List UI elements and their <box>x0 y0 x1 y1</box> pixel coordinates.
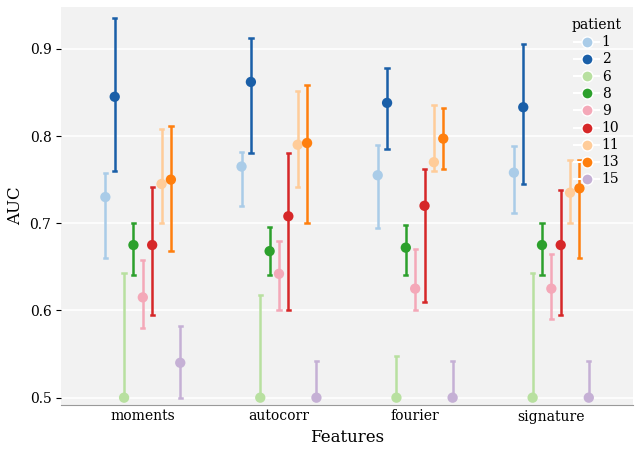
Point <box>410 285 420 292</box>
Y-axis label: AUC: AUC <box>7 187 24 225</box>
Point <box>401 244 411 251</box>
Point <box>372 172 383 179</box>
Point <box>527 394 538 401</box>
Point <box>109 93 120 101</box>
Point <box>574 185 584 192</box>
Point <box>147 241 157 249</box>
Point <box>255 394 266 401</box>
Point <box>419 202 429 209</box>
Point <box>264 247 275 255</box>
Point <box>156 180 166 188</box>
Point <box>391 394 401 401</box>
Point <box>382 99 392 106</box>
Point <box>584 394 594 401</box>
Point <box>166 176 176 183</box>
Point <box>546 285 556 292</box>
Point <box>236 163 246 170</box>
Point <box>274 270 284 277</box>
Point <box>175 359 186 366</box>
Point <box>292 141 303 149</box>
Point <box>100 193 111 201</box>
Point <box>518 104 529 111</box>
Point <box>556 241 566 249</box>
Point <box>429 159 439 166</box>
Legend: 1, 2, 6, 8, 9, 10, 11, 13, 15: 1, 2, 6, 8, 9, 10, 11, 13, 15 <box>567 13 627 191</box>
Point <box>246 78 256 86</box>
Point <box>447 394 458 401</box>
X-axis label: Features: Features <box>310 429 384 446</box>
Point <box>119 394 129 401</box>
Point <box>284 212 294 220</box>
Point <box>302 140 312 147</box>
Point <box>565 189 575 196</box>
Point <box>138 294 148 301</box>
Point <box>311 394 321 401</box>
Point <box>509 169 519 176</box>
Point <box>438 135 449 142</box>
Point <box>129 241 139 249</box>
Point <box>537 241 547 249</box>
